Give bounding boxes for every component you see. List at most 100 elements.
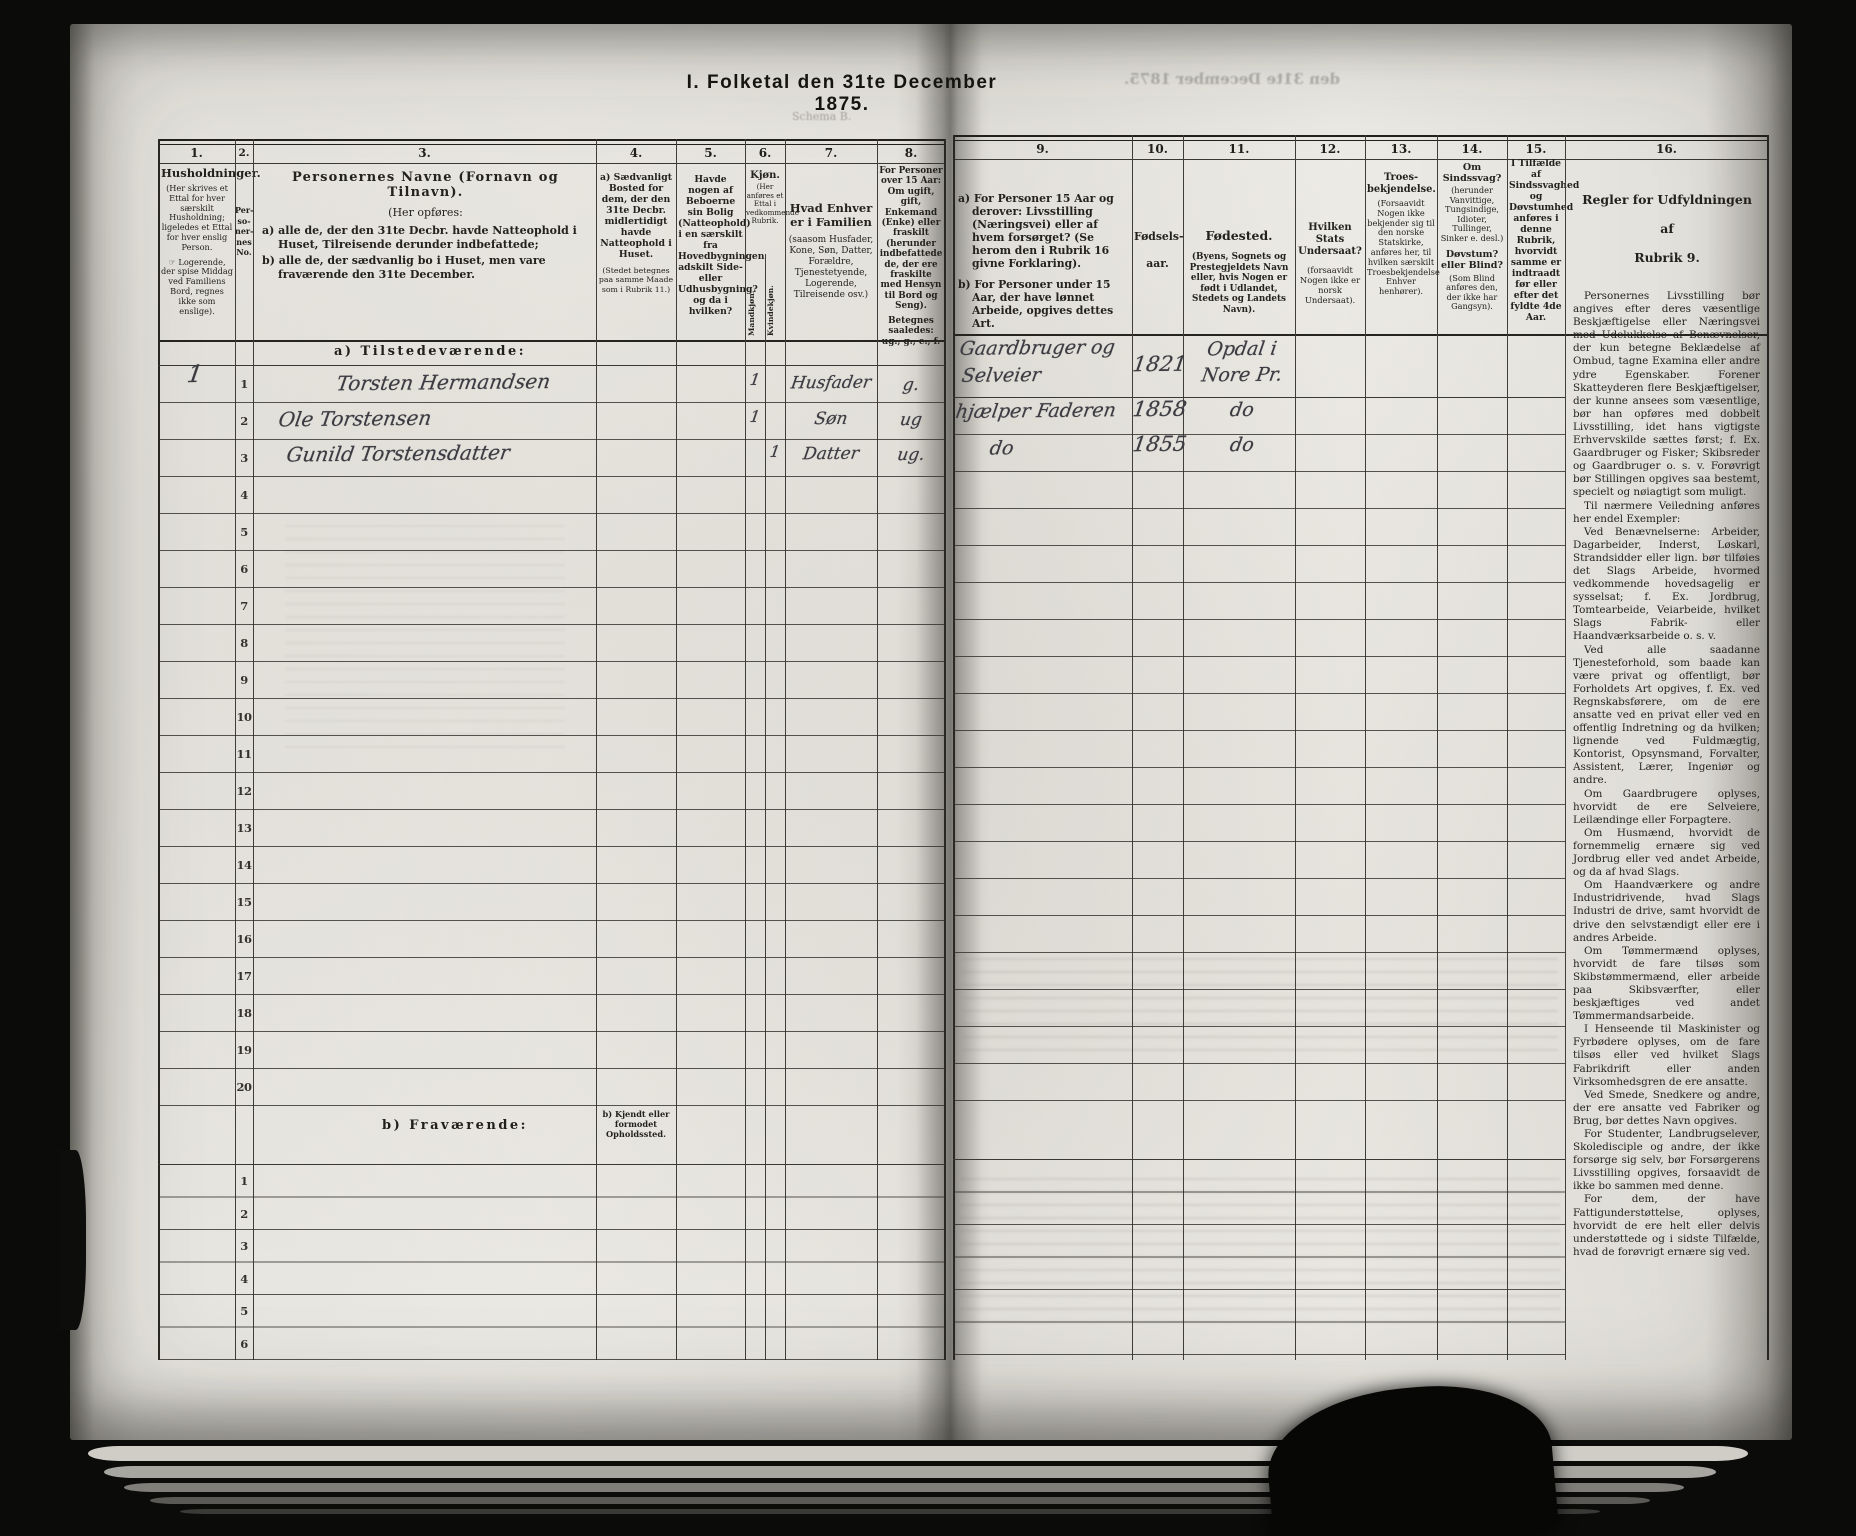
instruction-paragraph: Til nærmere Veiledning anføres her endel…	[1573, 499, 1760, 525]
col-number-4: 4.	[629, 146, 643, 160]
header-husholdninger: Husholdninger. (Her skrives et Ettal for…	[161, 167, 261, 316]
table-border-right	[1767, 135, 1769, 1360]
instruction-paragraph: Ved Smede, Snedkere og andre, der ere an…	[1573, 1088, 1760, 1127]
row-number: 5	[240, 1304, 248, 1318]
instruction-paragraph: Om Tømmermænd oplyses, hvorvidt de fare …	[1573, 944, 1760, 1023]
syllable: No.	[236, 247, 252, 257]
col-number-12: 12.	[1319, 142, 1341, 156]
header-tidspunkt: I Tilfælde af Sindssvaghed og Døvstumhed…	[1509, 158, 1580, 323]
row-number: 19	[236, 1043, 252, 1057]
col-number-6: 6.	[758, 146, 772, 160]
number-row-underline	[953, 159, 1768, 160]
page-edge-strip	[124, 1483, 1684, 1492]
page-edge-strip	[150, 1497, 1650, 1504]
header-note: (Stedet betegnes paa samme Maade som i R…	[598, 266, 674, 294]
column-divider	[1565, 135, 1566, 1360]
header-sub: (Her opføres:	[388, 206, 463, 219]
page-edge-strip	[180, 1509, 1600, 1514]
header-foedselsaar: Fødsels- aar.	[1134, 230, 1184, 270]
header-note-2: ☞ Logerende, der spise Middag ved Famili…	[161, 256, 233, 316]
header-line: Regler for Udfyldningen	[1582, 192, 1752, 207]
header-note: (herunder Vanvittige, Tungsindige, Idiot…	[1440, 185, 1504, 243]
header-kjoen: Kjøn. (Her anføres et Ettal i vedkommend…	[746, 170, 799, 226]
syllable: ner-	[235, 226, 254, 236]
section-b-label: b) Fraværende:	[381, 1118, 528, 1133]
header-title: Fødested.	[1205, 228, 1273, 243]
col-number-2: 2.	[238, 147, 250, 159]
header-sindssvag: Om Sindssvag? (herunder Vanvittige, Tung…	[1439, 162, 1505, 312]
page-title: I. Folketal den 31te December 1875.	[686, 72, 998, 115]
header-bottom-rule	[953, 334, 1768, 336]
header-saedvanligt-bosted: a) Sædvanligt Bosted for dem, der den 31…	[598, 172, 674, 294]
header-note: (Byens, Sognets og Prestegjeldets Navn e…	[1189, 252, 1289, 315]
header-title: Personernes Navne (Fornavn og Tilnavn).	[292, 170, 559, 200]
col-number-1: 1.	[190, 146, 203, 160]
header-note: (Her skrives et Ettal for hver særskilt …	[161, 183, 233, 252]
syllable: Per-	[235, 205, 254, 215]
instruction-paragraph: Om Gaardbrugere oplyses, hvorvidt de ere…	[1573, 787, 1760, 826]
row-number: 17	[236, 969, 252, 983]
header-title: For Personer over 15 Aar: Om ugift, gift…	[879, 166, 943, 312]
instruction-paragraph: Om Husmænd, hvorvidt de fornemmelig ernæ…	[1573, 826, 1760, 879]
row-lines-b	[953, 1160, 1565, 1355]
section-b-col4-note: b) Kjendt eller formodet Opholdssted.	[602, 1109, 670, 1139]
syllable: nes	[236, 236, 252, 247]
header-line: Fødsels-	[1134, 230, 1184, 243]
col-number-7: 7.	[824, 146, 838, 160]
section-b-band	[953, 1101, 1565, 1160]
header-item-a: a) For Personer 15 Aar og derover: Livss…	[958, 192, 1114, 270]
instruction-paragraph: For Studenter, Landbrugselever, Skoledis…	[1573, 1128, 1760, 1193]
col-number-16: 16.	[1656, 142, 1677, 156]
col-number-5: 5.	[704, 146, 717, 160]
row-number: 9	[240, 673, 248, 687]
scan-vignette	[70, 24, 1792, 1440]
header-sidebygning: Havde nogen af Beboerne sin Bolig (Natte…	[678, 174, 765, 317]
header-regler: Regler for Udfyldningen af Rubrik 9.	[1572, 192, 1762, 265]
header-note: (forsaavidt Nogen ikke er norsk Undersaa…	[1299, 265, 1361, 305]
section-a-label: a) Tilstedeværende:	[333, 344, 527, 359]
header-note: (Her anføres et Ettal i vedkommende Rubr…	[746, 182, 799, 226]
first-row-band	[953, 334, 1565, 398]
header-troesbekjendelse: Troes- bekjendelse. (Forsaavidt Nogen ik…	[1367, 172, 1440, 297]
col-number-9: 9.	[1036, 142, 1049, 156]
header-statsborgerskab: Hvilken Stats Undersaat? (forsaavidt Nog…	[1297, 222, 1363, 305]
scan-edge-shadow	[60, 1150, 86, 1330]
row-number: 11	[236, 747, 252, 761]
header-stilling-i-familien: Hvad Enhver er i Familien (saasom Husfad…	[787, 201, 875, 301]
col-number-10: 10.	[1147, 142, 1168, 156]
header-note: (saasom Husfader, Kone, Søn, Datter, For…	[788, 235, 874, 300]
header-personernes-navne: Personernes Navne (Fornavn og Tilnavn). …	[262, 170, 589, 281]
row-number: 13	[236, 821, 252, 835]
header-note: (Forsaavidt Nogen ikke bekjender sig til…	[1367, 198, 1440, 297]
rubrik9-instructions: Personernes Livsstilling bør angives eft…	[1573, 290, 1760, 1259]
section-a-band	[158, 340, 945, 366]
row-number: 3	[240, 451, 248, 465]
table-top-rule	[953, 135, 1768, 141]
instruction-paragraph: Om Haandværkere og andre Industridrivend…	[1573, 879, 1760, 944]
col-number-14: 14.	[1461, 142, 1483, 156]
table-border-right	[944, 139, 946, 1360]
instruction-paragraph: For dem, der have Fattigunderstøttelse, …	[1573, 1193, 1760, 1258]
row-number: 4	[240, 488, 248, 502]
row-number: 2	[240, 414, 248, 428]
header-title: Om Sindssvag?	[1442, 162, 1502, 184]
header-title: a) Sædvanligt Bosted for dem, der den 31…	[600, 172, 672, 260]
row-number: 12	[236, 784, 252, 798]
row-number: 1	[240, 1174, 248, 1188]
row-lines-a	[158, 366, 945, 1106]
header-note-2: (Som Blind anføres den, der ikke har Gan…	[1446, 272, 1498, 312]
header-line: Troes-	[1383, 172, 1419, 183]
header-item-a: a) alle de, der den 31te Decbr. havde Na…	[262, 224, 577, 251]
row-number: 18	[236, 1006, 252, 1020]
header-title: Hvilken Stats Undersaat?	[1298, 222, 1362, 257]
section-b-band	[158, 1106, 945, 1165]
row-number: 7	[240, 599, 248, 613]
row-number: 6	[240, 1337, 248, 1351]
header-title: Hvad Enhver er i Familien	[789, 201, 873, 229]
row-number: 2	[240, 1207, 248, 1221]
col-number-3: 3.	[418, 146, 431, 160]
header-foedested: Fødested. (Byens, Sognets og Prestegjeld…	[1186, 228, 1292, 316]
row-number: 3	[240, 1239, 248, 1253]
col-number-8: 8.	[904, 146, 918, 160]
